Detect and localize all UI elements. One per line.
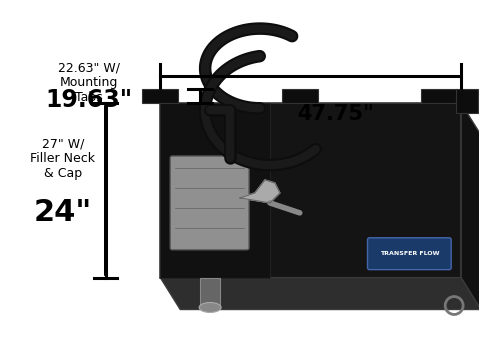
Polygon shape [240, 180, 280, 203]
Text: TRANSFER FLOW: TRANSFER FLOW [380, 251, 439, 256]
FancyBboxPatch shape [421, 90, 457, 103]
Polygon shape [461, 103, 480, 310]
FancyBboxPatch shape [170, 156, 249, 250]
FancyBboxPatch shape [456, 90, 478, 113]
Text: 47.75": 47.75" [297, 104, 374, 124]
Text: 27" W/
Filler Neck
& Cap: 27" W/ Filler Neck & Cap [30, 137, 95, 180]
Polygon shape [160, 103, 270, 277]
Text: 22.63" W/
Mounting
Tabs: 22.63" W/ Mounting Tabs [58, 62, 120, 105]
FancyBboxPatch shape [282, 90, 318, 103]
FancyBboxPatch shape [200, 277, 220, 308]
Text: 24": 24" [34, 198, 92, 227]
Ellipse shape [199, 303, 221, 313]
Polygon shape [160, 103, 461, 277]
FancyBboxPatch shape [368, 238, 451, 270]
FancyBboxPatch shape [143, 90, 178, 103]
Polygon shape [160, 277, 480, 310]
Text: 19.63": 19.63" [45, 88, 132, 112]
